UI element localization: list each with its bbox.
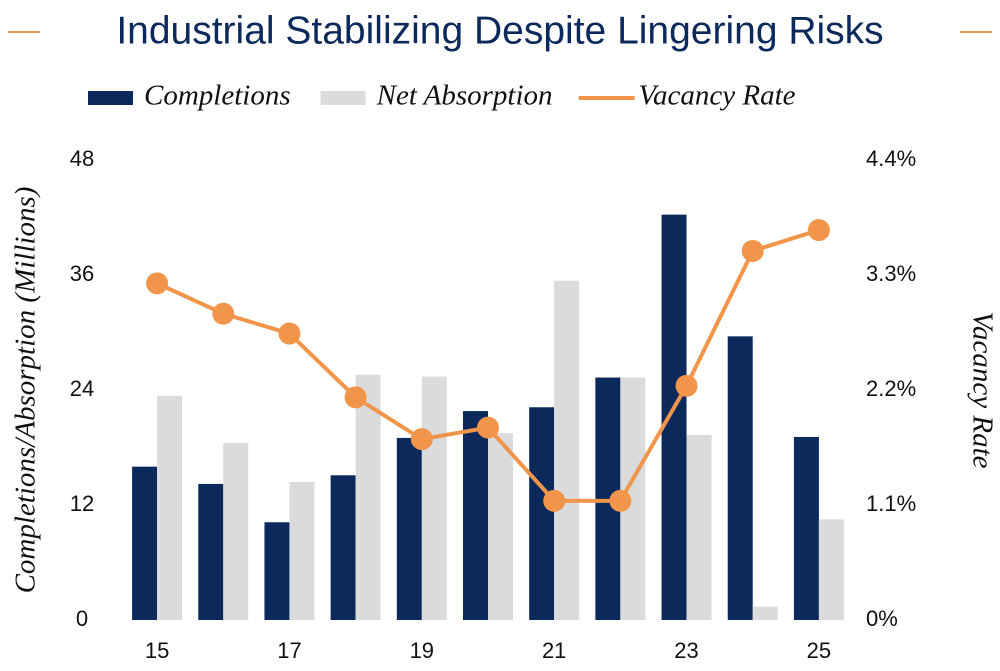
y2-axis-title: Vacancy Rate bbox=[966, 311, 998, 468]
bar bbox=[223, 442, 249, 620]
marker bbox=[212, 302, 235, 325]
marker bbox=[477, 416, 499, 439]
y2-tick-label: 0% bbox=[866, 606, 898, 631]
x-tick-label: 25 bbox=[807, 638, 831, 663]
bar bbox=[818, 519, 844, 620]
bar bbox=[289, 482, 315, 620]
y-tick-label: 48 bbox=[70, 146, 94, 171]
legend-label: Net Absorption bbox=[376, 80, 553, 112]
bar bbox=[396, 437, 422, 620]
y2-tick-label: 2.2% bbox=[866, 376, 916, 401]
y2-tick-label: 4.4% bbox=[866, 146, 916, 171]
bar bbox=[529, 407, 555, 620]
legend-label: Completions bbox=[144, 80, 291, 112]
marker bbox=[609, 489, 632, 512]
y-tick-label: 36 bbox=[70, 261, 94, 286]
bar bbox=[264, 522, 290, 620]
bar bbox=[421, 376, 447, 620]
bar bbox=[157, 395, 183, 620]
bar bbox=[488, 433, 513, 620]
y-tick-label: 0 bbox=[76, 606, 88, 631]
marker bbox=[543, 489, 566, 512]
x-tick-label: 19 bbox=[410, 638, 434, 663]
bar bbox=[554, 280, 580, 620]
marker bbox=[807, 219, 830, 242]
y2-tick-label: 1.1% bbox=[866, 491, 916, 516]
marker bbox=[410, 428, 433, 451]
bar bbox=[132, 466, 158, 620]
bar bbox=[661, 214, 687, 620]
x-tick-label: 17 bbox=[277, 638, 301, 663]
x-tick-label: 21 bbox=[542, 638, 566, 663]
bar bbox=[727, 336, 753, 620]
marker bbox=[278, 322, 301, 345]
bar bbox=[793, 436, 819, 620]
bar bbox=[330, 475, 356, 620]
marker bbox=[675, 374, 698, 397]
bar bbox=[752, 606, 778, 620]
legend-label: Vacancy Rate bbox=[639, 80, 796, 112]
y-tick-label: 24 bbox=[70, 376, 94, 401]
y2-tick-label: 3.3% bbox=[866, 261, 916, 286]
x-tick-label: 15 bbox=[145, 638, 169, 663]
marker bbox=[344, 386, 367, 409]
bar bbox=[686, 435, 712, 620]
y-tick-label: 12 bbox=[70, 491, 94, 516]
bar bbox=[463, 411, 488, 620]
bar bbox=[198, 483, 224, 620]
bar bbox=[355, 374, 381, 620]
marker bbox=[146, 272, 169, 295]
legend: Completions Net Absorption Vacancy Rate bbox=[88, 80, 796, 112]
marker bbox=[741, 239, 764, 262]
legend-swatch bbox=[88, 91, 133, 105]
legend-swatch bbox=[320, 91, 366, 105]
x-tick-label: 23 bbox=[674, 638, 698, 663]
chart-title: Industrial Stabilizing Despite Lingering… bbox=[116, 9, 883, 52]
y-axis-title: Completions/Absorption (Millions) bbox=[10, 187, 42, 594]
